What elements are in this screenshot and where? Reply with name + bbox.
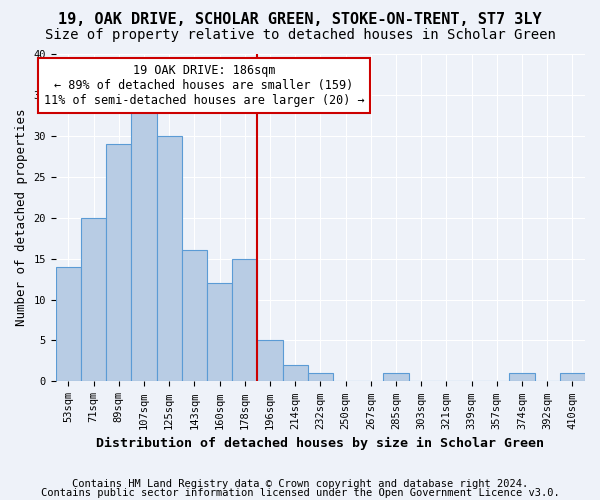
Bar	[509, 373, 535, 382]
Bar	[207, 283, 232, 382]
Y-axis label: Number of detached properties: Number of detached properties	[15, 109, 28, 326]
X-axis label: Distribution of detached houses by size in Scholar Green: Distribution of detached houses by size …	[97, 437, 544, 450]
Bar	[257, 340, 283, 382]
Bar	[232, 258, 257, 382]
Text: 19 OAK DRIVE: 186sqm
← 89% of detached houses are smaller (159)
11% of semi-deta: 19 OAK DRIVE: 186sqm ← 89% of detached h…	[44, 64, 364, 107]
Bar	[560, 373, 585, 382]
Bar	[56, 267, 81, 382]
Text: Size of property relative to detached houses in Scholar Green: Size of property relative to detached ho…	[44, 28, 556, 42]
Bar	[308, 373, 333, 382]
Text: 19, OAK DRIVE, SCHOLAR GREEN, STOKE-ON-TRENT, ST7 3LY: 19, OAK DRIVE, SCHOLAR GREEN, STOKE-ON-T…	[58, 12, 542, 28]
Text: Contains HM Land Registry data © Crown copyright and database right 2024.: Contains HM Land Registry data © Crown c…	[72, 479, 528, 489]
Bar	[81, 218, 106, 382]
Bar	[106, 144, 131, 382]
Bar	[283, 365, 308, 382]
Bar	[383, 373, 409, 382]
Bar	[182, 250, 207, 382]
Bar	[131, 112, 157, 382]
Bar	[157, 136, 182, 382]
Text: Contains public sector information licensed under the Open Government Licence v3: Contains public sector information licen…	[41, 488, 559, 498]
